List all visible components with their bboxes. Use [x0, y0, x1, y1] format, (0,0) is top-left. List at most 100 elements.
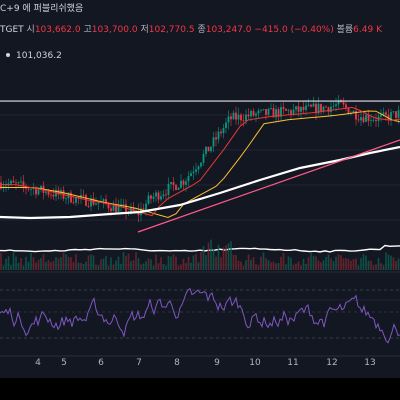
volume-bar	[250, 259, 252, 270]
volume-bar	[202, 245, 205, 270]
volume-bar	[180, 264, 182, 270]
volume-bar	[232, 254, 235, 270]
volume-bar	[65, 254, 67, 270]
candle-body	[220, 131, 222, 134]
volume-bar	[92, 255, 95, 270]
volume-bar	[370, 260, 372, 270]
volume-bar	[392, 257, 395, 270]
candle-body	[12, 180, 15, 183]
candle-body	[265, 109, 267, 115]
candle-body	[150, 195, 152, 199]
volume-bar	[247, 254, 250, 270]
candle-body	[280, 107, 282, 117]
x-tick-label: 5	[61, 358, 67, 368]
volume-bar	[150, 259, 152, 270]
volume-bar	[335, 256, 337, 270]
volume-bar	[122, 252, 125, 270]
volume-bar	[357, 265, 360, 270]
candle-body	[310, 104, 312, 107]
volume-bar	[197, 262, 200, 270]
volume-bar	[55, 257, 57, 270]
candle-body	[205, 146, 207, 154]
candle-body	[275, 109, 277, 118]
volume-bar	[145, 261, 147, 270]
volume-bar	[112, 264, 115, 270]
candle-body	[167, 183, 170, 195]
candle-body	[352, 110, 355, 113]
volume-bar	[360, 258, 362, 270]
candle-body	[0, 182, 2, 189]
candle-body	[122, 204, 125, 206]
volume-bar	[337, 254, 340, 270]
x-tick-label: 9	[214, 358, 220, 368]
candle-body	[30, 188, 32, 190]
candle-body	[325, 106, 327, 108]
volume-bar	[270, 262, 272, 270]
volume-bar	[100, 259, 102, 270]
candle-body	[302, 106, 305, 111]
candle-body	[215, 137, 217, 140]
volume-bar	[135, 252, 137, 270]
moving-average-yellow	[0, 110, 400, 219]
candle-body	[260, 109, 262, 111]
volume-bar	[147, 258, 150, 270]
indicator-dot-icon	[6, 53, 10, 57]
volume-bar	[285, 264, 287, 270]
candle-body	[180, 180, 182, 188]
candle-body	[395, 111, 397, 118]
volume-bar	[0, 252, 2, 270]
candle-body	[272, 108, 275, 118]
candle-body	[297, 106, 300, 112]
volume-bar	[90, 254, 92, 270]
moving-average-white	[0, 145, 400, 220]
volume-bar	[37, 259, 40, 270]
volume-bar	[255, 264, 257, 270]
candle-body	[110, 208, 112, 212]
volume-bar	[7, 256, 10, 270]
candle-body	[27, 188, 30, 190]
volume-bar	[332, 261, 335, 270]
volume-bar	[272, 261, 275, 270]
volume-bar	[52, 260, 55, 270]
volume-bar	[45, 261, 47, 270]
candle-body	[385, 112, 387, 115]
candle-body	[157, 192, 160, 200]
volume-bar	[30, 252, 32, 270]
candle-body	[397, 110, 400, 118]
volume-bar	[35, 262, 37, 270]
volume-bar	[75, 254, 77, 270]
volume-bar	[22, 265, 25, 270]
ticker-label: TGET	[0, 25, 24, 35]
volume-bar	[347, 258, 350, 270]
candle-body	[345, 104, 347, 108]
indicator-band	[0, 244, 400, 253]
volume-bar	[395, 260, 397, 270]
candle-body	[342, 102, 345, 105]
volume-bar	[322, 260, 325, 270]
volume-bar	[127, 253, 130, 270]
candle-body	[355, 110, 357, 120]
volume-bar	[310, 253, 312, 270]
candle-body	[190, 173, 192, 177]
volume-bar	[165, 265, 167, 270]
volume-bar	[365, 255, 367, 270]
x-tick-label: 13	[364, 358, 376, 368]
candle-body	[232, 112, 235, 120]
volume-bar	[162, 264, 165, 270]
volume-bar	[380, 263, 382, 270]
volume-bar	[367, 260, 370, 270]
volume-bar	[377, 257, 380, 270]
candle-body	[252, 111, 255, 116]
volume-bar	[212, 248, 215, 270]
candle-body	[290, 110, 292, 115]
volume-bar	[25, 256, 27, 270]
x-tick-label: 12	[326, 358, 338, 368]
candle-body	[37, 189, 40, 195]
volume-bar	[12, 252, 15, 270]
volume-bar	[260, 256, 262, 270]
volume-bar	[200, 252, 202, 270]
candle-body	[50, 194, 52, 196]
volume-bar	[105, 256, 107, 270]
